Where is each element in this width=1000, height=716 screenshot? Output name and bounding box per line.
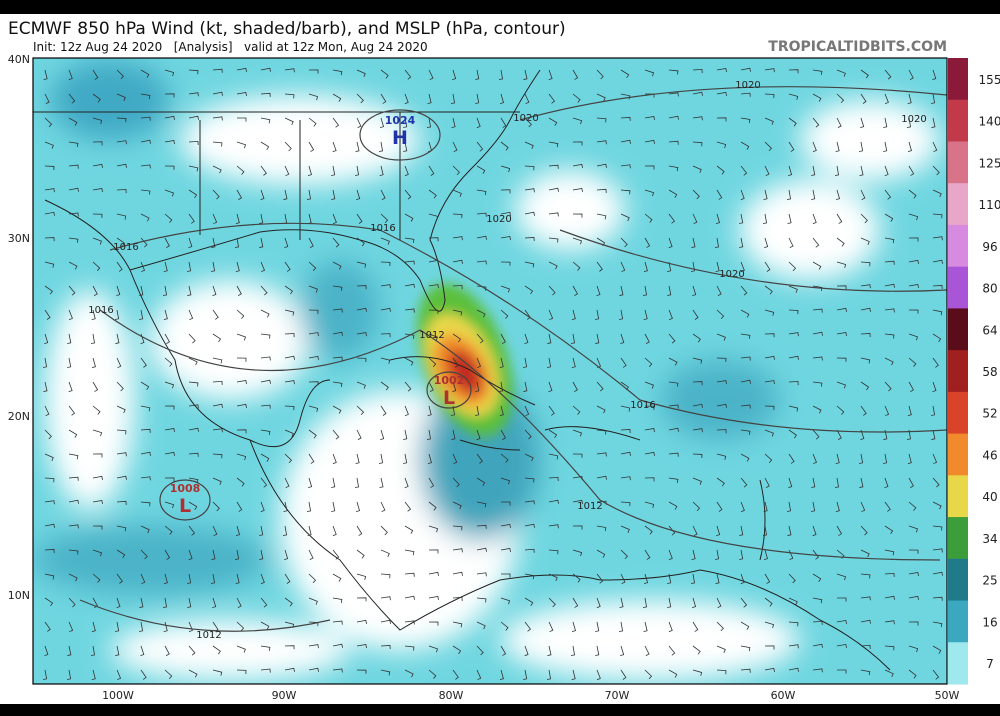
colorbar-label: 125: [979, 156, 1000, 170]
colorbar-swatch: [948, 224, 968, 268]
colorbar-label: 52: [982, 407, 997, 421]
contour-label: 1012: [196, 630, 221, 641]
lon-label: 70W: [605, 689, 630, 702]
colorbar-swatch: [948, 517, 968, 560]
center-symbol: L: [443, 387, 455, 409]
colorbar-swatch: [948, 600, 968, 643]
colorbar-swatch: [948, 99, 968, 142]
contour-label: 1020: [735, 80, 760, 91]
lon-label: 80W: [439, 689, 464, 702]
colorbar-swatch: [948, 183, 968, 226]
colorbar-swatch: [948, 391, 968, 435]
colorbar-swatch: [948, 308, 968, 351]
contour-label: 1016: [113, 242, 138, 253]
colorbar-label: 16: [982, 615, 997, 629]
colorbar-label: 96: [982, 240, 997, 254]
colorbar-label: 25: [982, 574, 997, 588]
colorbar-label: 58: [982, 365, 997, 379]
top-bar: [0, 0, 1000, 14]
subtitle: Init: 12z Aug 24 2020 [Analysis] valid a…: [33, 40, 428, 54]
colorbar-swatch: [948, 58, 968, 101]
colorbar-swatch: [948, 433, 968, 476]
contour-label: 1012: [577, 501, 602, 512]
contour-label: 1012: [419, 330, 444, 341]
lat-label: 40N: [8, 53, 30, 66]
colorbar-label: 7: [986, 657, 994, 671]
credit: TROPICALTIDBITS.COM: [768, 39, 947, 55]
colorbar-label: 34: [982, 532, 997, 546]
colorbar-swatch: [948, 141, 968, 184]
colorbar-swatch: [948, 266, 968, 309]
lat-label: 10N: [8, 589, 30, 602]
center-symbol: H: [392, 127, 408, 149]
colorbar-label: 40: [982, 490, 997, 504]
colorbar-label: 155: [979, 73, 1000, 87]
contour-label: 1016: [370, 223, 395, 234]
contour-label: 1016: [88, 305, 113, 316]
lon-label: 50W: [935, 689, 960, 702]
colorbar-swatch: [948, 558, 968, 602]
lon-label: 90W: [272, 689, 297, 702]
lat-label: 30N: [8, 232, 30, 245]
title: ECMWF 850 hPa Wind (kt, shaded/barb), an…: [8, 19, 566, 39]
lat-label: 20N: [8, 410, 30, 423]
center-pressure: 1024: [385, 114, 416, 127]
contour-label: 1020: [719, 269, 744, 280]
colorbar-label: 110: [979, 198, 1000, 212]
bottom-bar: [0, 704, 1000, 716]
colorbar-label: 140: [979, 115, 1000, 129]
colorbar-label: 46: [982, 448, 997, 462]
center-pressure: 1008: [170, 482, 201, 495]
lon-label: 60W: [771, 689, 796, 702]
colorbar-swatch: [948, 350, 968, 393]
contour-label: 1016: [630, 400, 655, 411]
colorbar-swatch: [948, 475, 968, 518]
contour-label: 1020: [901, 114, 926, 125]
colorbar-label: 64: [982, 323, 997, 337]
center-symbol: L: [179, 495, 191, 517]
lon-label: 100W: [102, 689, 134, 702]
contour-label: 1020: [513, 113, 538, 124]
center-pressure: 1002: [434, 374, 465, 387]
colorbar-label: 80: [982, 282, 997, 296]
colorbar-swatch: [948, 642, 968, 685]
contour-label: 1020: [486, 214, 511, 225]
map-area: [33, 58, 947, 684]
